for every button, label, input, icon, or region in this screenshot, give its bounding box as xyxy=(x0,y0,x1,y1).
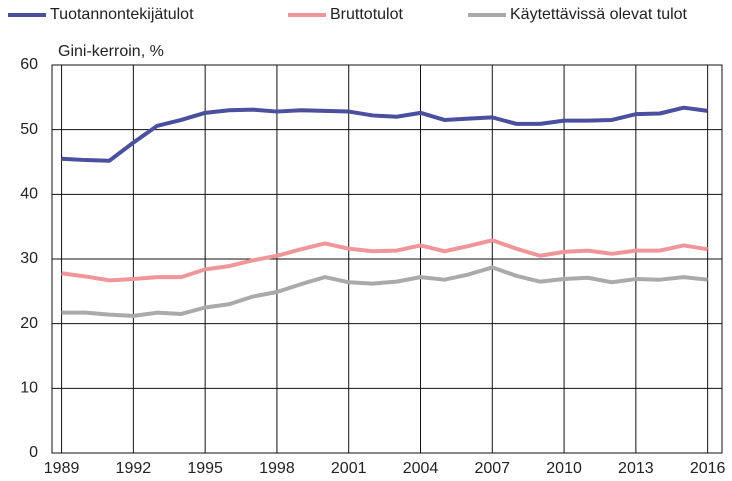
y-axis-label: Gini-kerroin, % xyxy=(58,43,164,60)
plot-frame xyxy=(51,64,723,454)
x-tick-label: 2004 xyxy=(403,460,439,477)
x-tick-label: 2016 xyxy=(690,460,726,477)
y-tick-label: 40 xyxy=(20,186,38,203)
series-line xyxy=(61,265,708,318)
legend-label: Bruttotulot xyxy=(330,6,403,23)
y-tick-label: 60 xyxy=(20,56,38,73)
x-tick-label: 2001 xyxy=(331,460,367,477)
y-tick-label: 50 xyxy=(20,121,38,138)
y-tick-label: 30 xyxy=(20,250,38,267)
y-tick-label: 20 xyxy=(20,315,38,332)
y-tick-label: 10 xyxy=(20,380,38,397)
legend-label: Tuotannontekijätulot xyxy=(50,6,194,23)
x-tick-label: 1995 xyxy=(187,460,223,477)
x-tick-label: 2013 xyxy=(618,460,654,477)
x-tick-label: 1998 xyxy=(259,460,295,477)
x-tick-label: 2010 xyxy=(546,460,582,477)
x-tick-label: 2007 xyxy=(474,460,510,477)
x-tick-label: 1992 xyxy=(116,460,152,477)
legend-label: Käytettävissä olevat tulot xyxy=(510,6,688,23)
x-tick-label: 1989 xyxy=(44,460,80,477)
y-tick-label: 0 xyxy=(29,444,38,461)
series-line xyxy=(61,238,708,283)
series-line xyxy=(61,105,708,163)
